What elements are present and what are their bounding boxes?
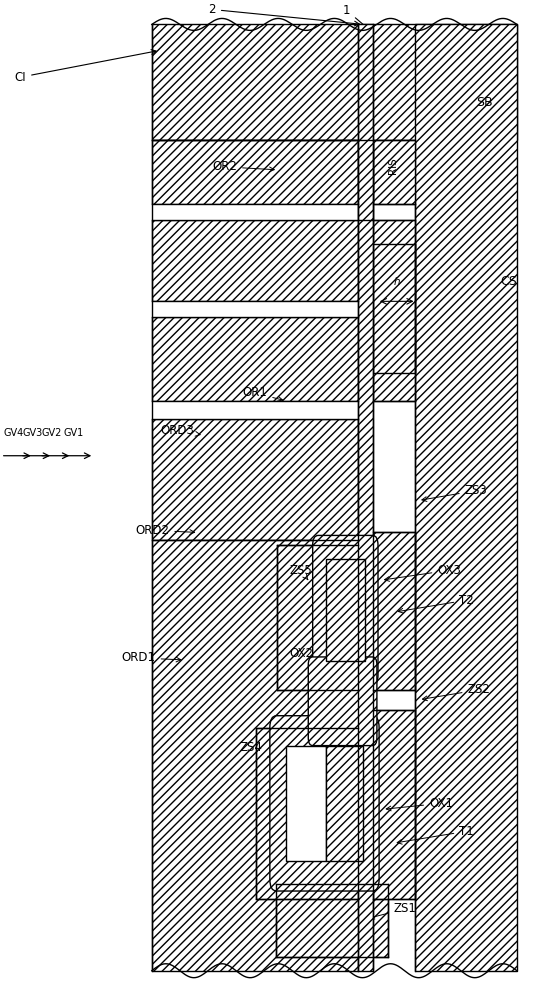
Bar <box>152 401 358 419</box>
Bar <box>326 559 365 661</box>
Text: ORD1: ORD1 <box>121 651 181 664</box>
Bar <box>256 728 358 899</box>
Bar <box>372 710 416 899</box>
Bar <box>152 419 358 540</box>
Text: OR2: OR2 <box>212 160 274 173</box>
Text: 2: 2 <box>208 3 359 26</box>
Text: ZS3: ZS3 <box>422 484 488 501</box>
Text: OX2: OX2 <box>289 647 325 679</box>
Bar <box>152 140 358 204</box>
Text: ZS2: ZS2 <box>423 683 490 701</box>
Bar <box>152 220 358 301</box>
Bar <box>152 540 358 971</box>
Bar <box>372 140 416 204</box>
Text: ORD2: ORD2 <box>135 524 194 537</box>
Text: CS: CS <box>500 275 517 288</box>
Bar <box>277 545 358 690</box>
Bar <box>276 884 388 957</box>
Text: T2: T2 <box>398 594 474 613</box>
Text: ZS5: ZS5 <box>289 564 312 580</box>
Text: GV2: GV2 <box>42 428 63 438</box>
Bar <box>286 746 326 861</box>
Text: P1: P1 <box>331 782 344 792</box>
Bar <box>372 317 416 401</box>
Text: OX1: OX1 <box>386 797 453 811</box>
Bar <box>358 140 372 220</box>
Bar <box>152 317 358 401</box>
Bar <box>358 24 372 971</box>
Text: P1: P1 <box>331 587 344 597</box>
Text: OR1: OR1 <box>243 386 283 401</box>
Text: h: h <box>393 277 400 287</box>
Text: GV1: GV1 <box>64 428 84 438</box>
Bar <box>416 24 517 971</box>
Bar <box>372 244 416 373</box>
Bar <box>152 204 358 220</box>
Text: GV3: GV3 <box>23 428 43 438</box>
Text: CI: CI <box>14 50 156 84</box>
Text: P2: P2 <box>294 782 306 792</box>
Bar <box>372 532 416 690</box>
Text: ORD3: ORD3 <box>160 424 200 437</box>
Bar <box>152 24 517 140</box>
Text: ZS1: ZS1 <box>370 902 416 919</box>
FancyBboxPatch shape <box>270 716 379 891</box>
Bar <box>152 301 358 317</box>
FancyBboxPatch shape <box>312 535 378 685</box>
Bar <box>326 746 363 861</box>
FancyBboxPatch shape <box>308 657 377 746</box>
Text: OX3: OX3 <box>384 564 461 581</box>
Bar <box>372 220 416 301</box>
Text: RIS: RIS <box>388 157 398 174</box>
Text: SB: SB <box>476 96 493 109</box>
Text: ZS4: ZS4 <box>240 741 278 762</box>
Text: 1: 1 <box>343 4 370 30</box>
Text: GV4: GV4 <box>3 428 24 438</box>
Text: T1: T1 <box>397 825 474 844</box>
